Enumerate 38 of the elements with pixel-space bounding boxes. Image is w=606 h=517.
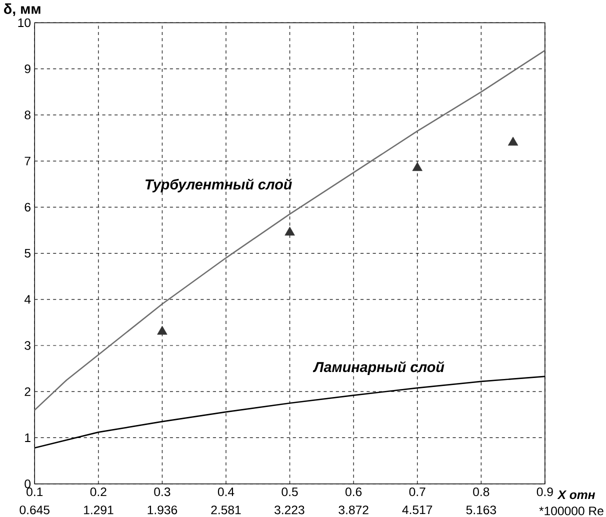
x2-tick-label: 3.872 (338, 505, 368, 514)
point (284, 226, 295, 236)
x2-tick-label: 5.163 (466, 505, 496, 514)
y-tick-label: 2 (24, 387, 30, 396)
y-tick-label: 5 (24, 248, 30, 258)
x-tick-label: 0.3 (154, 487, 170, 496)
y-tick-label: 0 (24, 479, 31, 488)
point (412, 162, 422, 171)
x2-axis-title: *100000 Re (539, 506, 604, 516)
y-tick-label: 3 (24, 340, 30, 350)
y-axis-title: δ, мм (4, 3, 40, 16)
y-tick-label: 1 (25, 433, 30, 442)
x-tick-label: 0.2 (90, 487, 106, 496)
x-tick-label: 0.1 (26, 487, 43, 496)
line-series (34, 50, 546, 411)
x-tick-label: 0.9 (536, 487, 553, 496)
y-tick-label: 10 (18, 18, 31, 27)
x-tick-label: 0.7 (409, 487, 426, 496)
x2-tick-label: 1.936 (148, 505, 178, 514)
x-tick-label: 0.5 (282, 487, 298, 496)
y-tick-label: 4 (24, 295, 31, 304)
x2-tick-label: 4.517 (402, 505, 432, 514)
x-tick-label: 0.4 (218, 487, 234, 496)
x-axis-title: X отн (557, 490, 596, 499)
x2-tick-label: 2.581 (211, 505, 241, 514)
annotation: Ламинарный слой (312, 361, 444, 375)
point (157, 326, 168, 335)
y-tick-label: 7 (24, 156, 30, 166)
point (508, 136, 518, 146)
x2-tick-label: 0.645 (20, 505, 50, 514)
x-tick-label: 0.6 (346, 487, 362, 496)
y-tick-label: 9 (24, 64, 30, 74)
x2-tick-label: 3.223 (274, 505, 304, 514)
x2-tick-label: 1.291 (84, 505, 114, 514)
x-tick-label: 0.8 (473, 487, 490, 496)
y-tick-label: 6 (24, 202, 30, 212)
y-tick-label: 8 (24, 110, 30, 120)
annotation: Турбулентный слой (146, 178, 292, 192)
